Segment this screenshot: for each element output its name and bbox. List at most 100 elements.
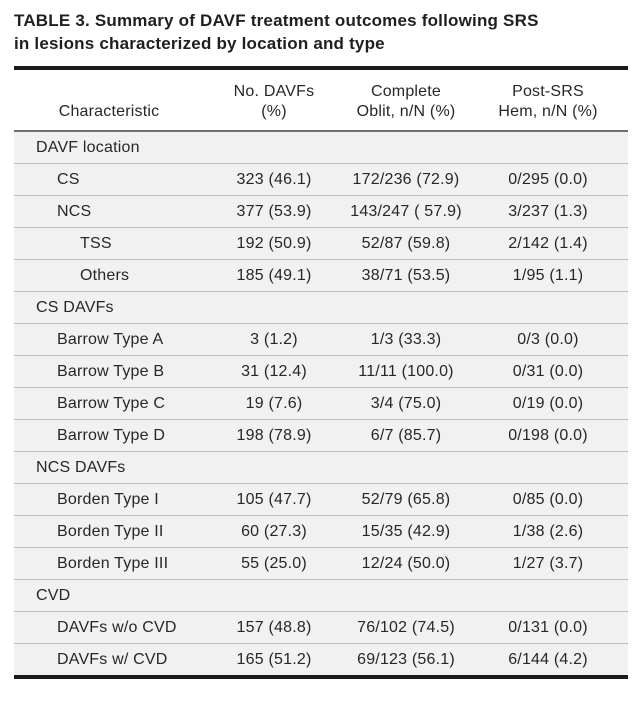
cell-post-srs-hem: 1/95 (1.1) <box>468 259 628 292</box>
cell-no-davfs: 3 (1.2) <box>204 323 344 356</box>
cell-no-davfs: 323 (46.1) <box>204 163 344 196</box>
section-header-row: CS DAVFs <box>14 291 628 324</box>
row-label: DAVFs w/ CVD <box>14 643 204 677</box>
cell-post-srs-hem: 3/237 (1.3) <box>468 195 628 228</box>
cell-post-srs-hem: 0/3 (0.0) <box>468 323 628 356</box>
cell-no-davfs <box>204 291 344 324</box>
row-label: CS <box>14 163 204 196</box>
cell-post-srs-hem: 0/198 (0.0) <box>468 419 628 452</box>
cell-post-srs-hem: 1/38 (2.6) <box>468 515 628 548</box>
column-header-complete-oblit-line1: Complete <box>370 83 442 100</box>
cell-no-davfs: 31 (12.4) <box>204 355 344 388</box>
column-header-complete-oblit-line2: Oblit, n/N (%) <box>356 103 456 120</box>
column-header-characteristic-label: Characteristic <box>58 103 160 120</box>
cell-post-srs-hem: 1/27 (3.7) <box>468 547 628 580</box>
cell-post-srs-hem <box>468 579 628 612</box>
table-row: Borden Type II 60 (27.3) 15/35 (42.9) 1/… <box>14 515 628 548</box>
cell-post-srs-hem <box>468 131 628 164</box>
row-label: DAVF location <box>14 131 204 164</box>
cell-no-davfs: 60 (27.3) <box>204 515 344 548</box>
column-header-complete-oblit: Complete Oblit, n/N (%) <box>344 68 468 132</box>
cell-no-davfs: 185 (49.1) <box>204 259 344 292</box>
cell-post-srs-hem: 0/19 (0.0) <box>468 387 628 420</box>
cell-complete-oblit: 15/35 (42.9) <box>344 515 468 548</box>
cell-complete-oblit: 1/3 (33.3) <box>344 323 468 356</box>
row-label: Barrow Type B <box>14 355 204 388</box>
cell-post-srs-hem <box>468 291 628 324</box>
cell-post-srs-hem: 2/142 (1.4) <box>468 227 628 260</box>
cell-post-srs-hem: 6/144 (4.2) <box>468 643 628 677</box>
cell-no-davfs <box>204 579 344 612</box>
section-header-row: DAVF location <box>14 131 628 164</box>
table-row: Barrow Type D 198 (78.9) 6/7 (85.7) 0/19… <box>14 419 628 452</box>
cell-post-srs-hem: 0/131 (0.0) <box>468 611 628 644</box>
cell-complete-oblit: 172/236 (72.9) <box>344 163 468 196</box>
row-label: CS DAVFs <box>14 291 204 324</box>
cell-complete-oblit: 76/102 (74.5) <box>344 611 468 644</box>
cell-complete-oblit <box>344 291 468 324</box>
cell-post-srs-hem: 0/295 (0.0) <box>468 163 628 196</box>
davf-outcomes-table: Characteristic No. DAVFs (%) Complete Ob… <box>14 66 628 679</box>
cell-no-davfs: 105 (47.7) <box>204 483 344 516</box>
row-label: Barrow Type A <box>14 323 204 356</box>
cell-no-davfs: 19 (7.6) <box>204 387 344 420</box>
column-header-no-davfs-line2: (%) <box>261 103 287 120</box>
column-header-post-srs-hem-line1: Post-SRS <box>512 83 584 100</box>
table-row: NCS 377 (53.9) 143/247 ( 57.9) 3/237 (1.… <box>14 195 628 228</box>
row-label: CVD <box>14 579 204 612</box>
cell-no-davfs <box>204 451 344 484</box>
cell-post-srs-hem: 0/85 (0.0) <box>468 483 628 516</box>
table-row: Others 185 (49.1) 38/71 (53.5) 1/95 (1.1… <box>14 259 628 292</box>
cell-complete-oblit: 143/247 ( 57.9) <box>344 195 468 228</box>
table-row: Barrow Type A 3 (1.2) 1/3 (33.3) 0/3 (0.… <box>14 323 628 356</box>
cell-complete-oblit: 6/7 (85.7) <box>344 419 468 452</box>
table-row: DAVFs w/ CVD 165 (51.2) 69/123 (56.1) 6/… <box>14 643 628 677</box>
cell-complete-oblit <box>344 451 468 484</box>
table-title-line1: TABLE 3. Summary of DAVF treatment outco… <box>14 11 539 30</box>
table-title: TABLE 3. Summary of DAVF treatment outco… <box>14 9 628 55</box>
cell-post-srs-hem <box>468 451 628 484</box>
row-label: Borden Type III <box>14 547 204 580</box>
cell-complete-oblit <box>344 131 468 164</box>
row-label: Borden Type I <box>14 483 204 516</box>
row-label: Borden Type II <box>14 515 204 548</box>
cell-no-davfs: 157 (48.8) <box>204 611 344 644</box>
cell-complete-oblit: 38/71 (53.5) <box>344 259 468 292</box>
section-header-row: NCS DAVFs <box>14 451 628 484</box>
cell-post-srs-hem: 0/31 (0.0) <box>468 355 628 388</box>
cell-complete-oblit: 3/4 (75.0) <box>344 387 468 420</box>
section-header-row: CVD <box>14 579 628 612</box>
column-header-characteristic: Characteristic <box>14 68 204 132</box>
table-row: TSS 192 (50.9) 52/87 (59.8) 2/142 (1.4) <box>14 227 628 260</box>
cell-complete-oblit <box>344 579 468 612</box>
table-body: DAVF location CS 323 (46.1) 172/236 (72.… <box>14 131 628 677</box>
header-row: Characteristic No. DAVFs (%) Complete Ob… <box>14 68 628 132</box>
cell-complete-oblit: 52/87 (59.8) <box>344 227 468 260</box>
table-header: Characteristic No. DAVFs (%) Complete Ob… <box>14 68 628 132</box>
table-row: CS 323 (46.1) 172/236 (72.9) 0/295 (0.0) <box>14 163 628 196</box>
table-title-line2: in lesions characterized by location and… <box>14 34 385 53</box>
cell-no-davfs <box>204 131 344 164</box>
cell-complete-oblit: 69/123 (56.1) <box>344 643 468 677</box>
row-label: DAVFs w/o CVD <box>14 611 204 644</box>
row-label: Barrow Type C <box>14 387 204 420</box>
cell-complete-oblit: 11/11 (100.0) <box>344 355 468 388</box>
cell-no-davfs: 198 (78.9) <box>204 419 344 452</box>
row-label: NCS <box>14 195 204 228</box>
table-row: DAVFs w/o CVD 157 (48.8) 76/102 (74.5) 0… <box>14 611 628 644</box>
paper-table-figure: TABLE 3. Summary of DAVF treatment outco… <box>14 9 628 679</box>
row-label: TSS <box>14 227 204 260</box>
column-header-post-srs-hem-line2: Hem, n/N (%) <box>498 103 598 120</box>
row-label: NCS DAVFs <box>14 451 204 484</box>
table-row: Borden Type I 105 (47.7) 52/79 (65.8) 0/… <box>14 483 628 516</box>
cell-no-davfs: 165 (51.2) <box>204 643 344 677</box>
row-label: Barrow Type D <box>14 419 204 452</box>
cell-no-davfs: 55 (25.0) <box>204 547 344 580</box>
cell-complete-oblit: 52/79 (65.8) <box>344 483 468 516</box>
table-row: Borden Type III 55 (25.0) 12/24 (50.0) 1… <box>14 547 628 580</box>
column-header-post-srs-hem: Post-SRS Hem, n/N (%) <box>468 68 628 132</box>
cell-no-davfs: 192 (50.9) <box>204 227 344 260</box>
row-label: Others <box>14 259 204 292</box>
column-header-no-davfs-line1: No. DAVFs <box>233 83 315 100</box>
table-row: Barrow Type C 19 (7.6) 3/4 (75.0) 0/19 (… <box>14 387 628 420</box>
